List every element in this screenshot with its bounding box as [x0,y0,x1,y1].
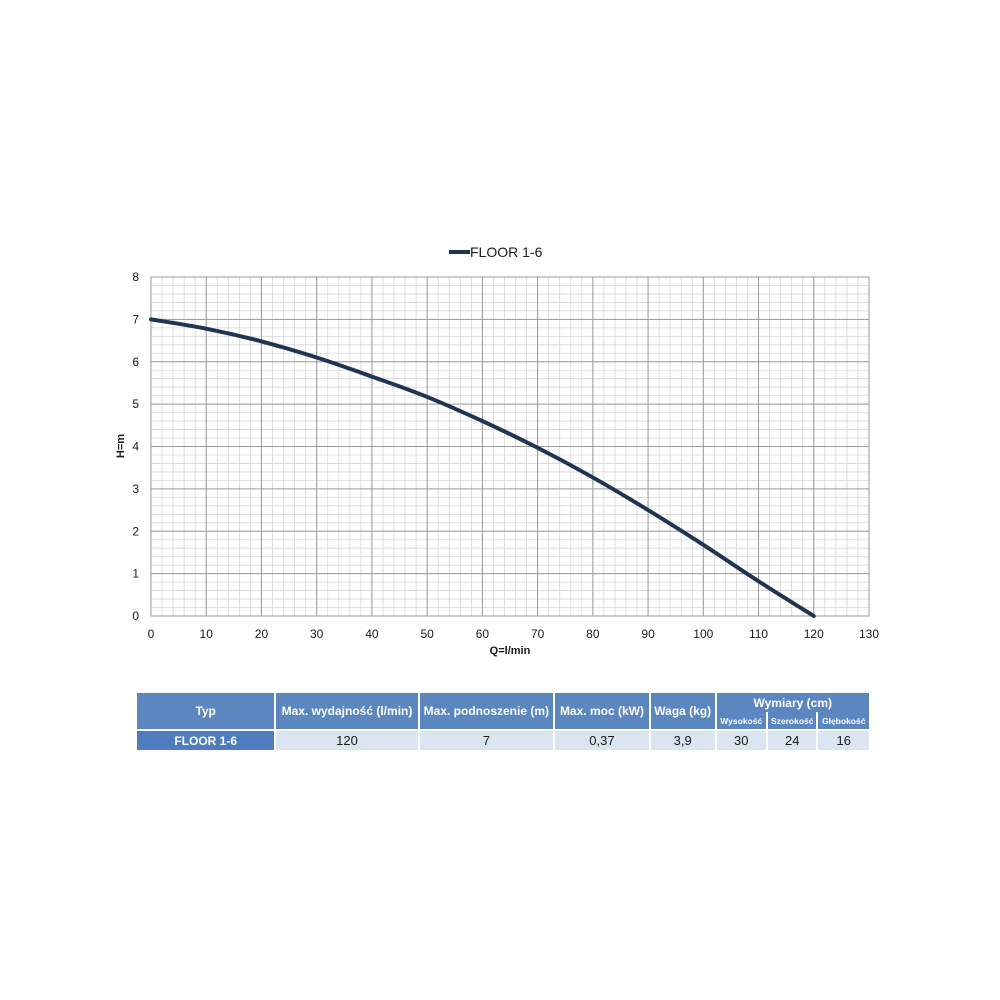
x-tick-label: 110 [749,627,768,641]
y-tick-label: 5 [132,397,139,411]
x-axis-title: Q=l/min [490,645,531,657]
header-height: Wysokość [716,712,766,729]
legend: FLOOR 1-6 [449,244,543,260]
spec-table: Typ Max. wydajność (l/min) Max. podnosze… [135,693,871,750]
y-tick-label: 8 [132,270,139,284]
y-tick-label: 3 [132,482,139,496]
series-line-floor-1-6 [149,317,816,618]
y-tick-label: 0 [132,609,139,623]
y-tick-label: 2 [132,524,139,538]
x-tick-label: 0 [148,627,155,641]
y-axis-title: H=m [115,434,127,458]
row-max-power: 0,37 [555,731,649,750]
row-model-name: FLOOR 1-6 [137,731,275,750]
x-tick-label: 130 [859,627,879,641]
header-weight: Waga (kg) [650,693,715,729]
row-width: 24 [767,731,817,750]
x-tick-label: 120 [804,627,824,641]
y-tick-label: 7 [132,312,139,326]
y-tick-label: 6 [132,355,139,369]
y-tick-labels: 0 1 2 3 4 5 6 7 8 [132,270,139,623]
row-weight: 3,9 [650,731,715,750]
x-tick-label: 10 [200,627,214,641]
x-tick-label: 50 [420,627,434,641]
x-tick-labels: 0 10 20 30 40 50 60 70 80 90 100 110 120 130 [148,627,880,641]
header-max-head: Max. podnoszenie (m) [419,693,553,729]
header-typ: Typ [137,693,275,729]
header-depth: Głębokość [818,712,869,729]
header-width: Szerokość [767,712,817,729]
plot-frame [150,276,870,617]
x-tick-label: 30 [310,627,324,641]
x-tick-label: 60 [476,627,490,641]
pump-curve-chart: 0 10 20 30 40 50 60 70 80 90 100 110 120 130 0 1 2 3 4 5 6 7… [115,244,880,657]
x-tick-label: 90 [641,627,655,641]
x-tick-label: 70 [531,627,545,641]
row-max-flow: 120 [276,731,418,750]
row-max-head: 7 [419,731,553,750]
header-dimensions: Wymiary (cm) [716,693,869,712]
row-depth: 16 [818,731,869,750]
row-height: 30 [716,731,766,750]
legend-label: FLOOR 1-6 [470,244,543,260]
x-tick-label: 20 [255,627,269,641]
x-tick-label: 100 [693,627,713,641]
header-max-power: Max. moc (kW) [555,693,649,729]
x-tick-label: 40 [365,627,379,641]
header-max-flow: Max. wydajność (l/min) [276,693,418,729]
y-tick-label: 4 [132,440,139,454]
y-tick-label: 1 [132,567,139,581]
x-tick-label: 80 [586,627,600,641]
